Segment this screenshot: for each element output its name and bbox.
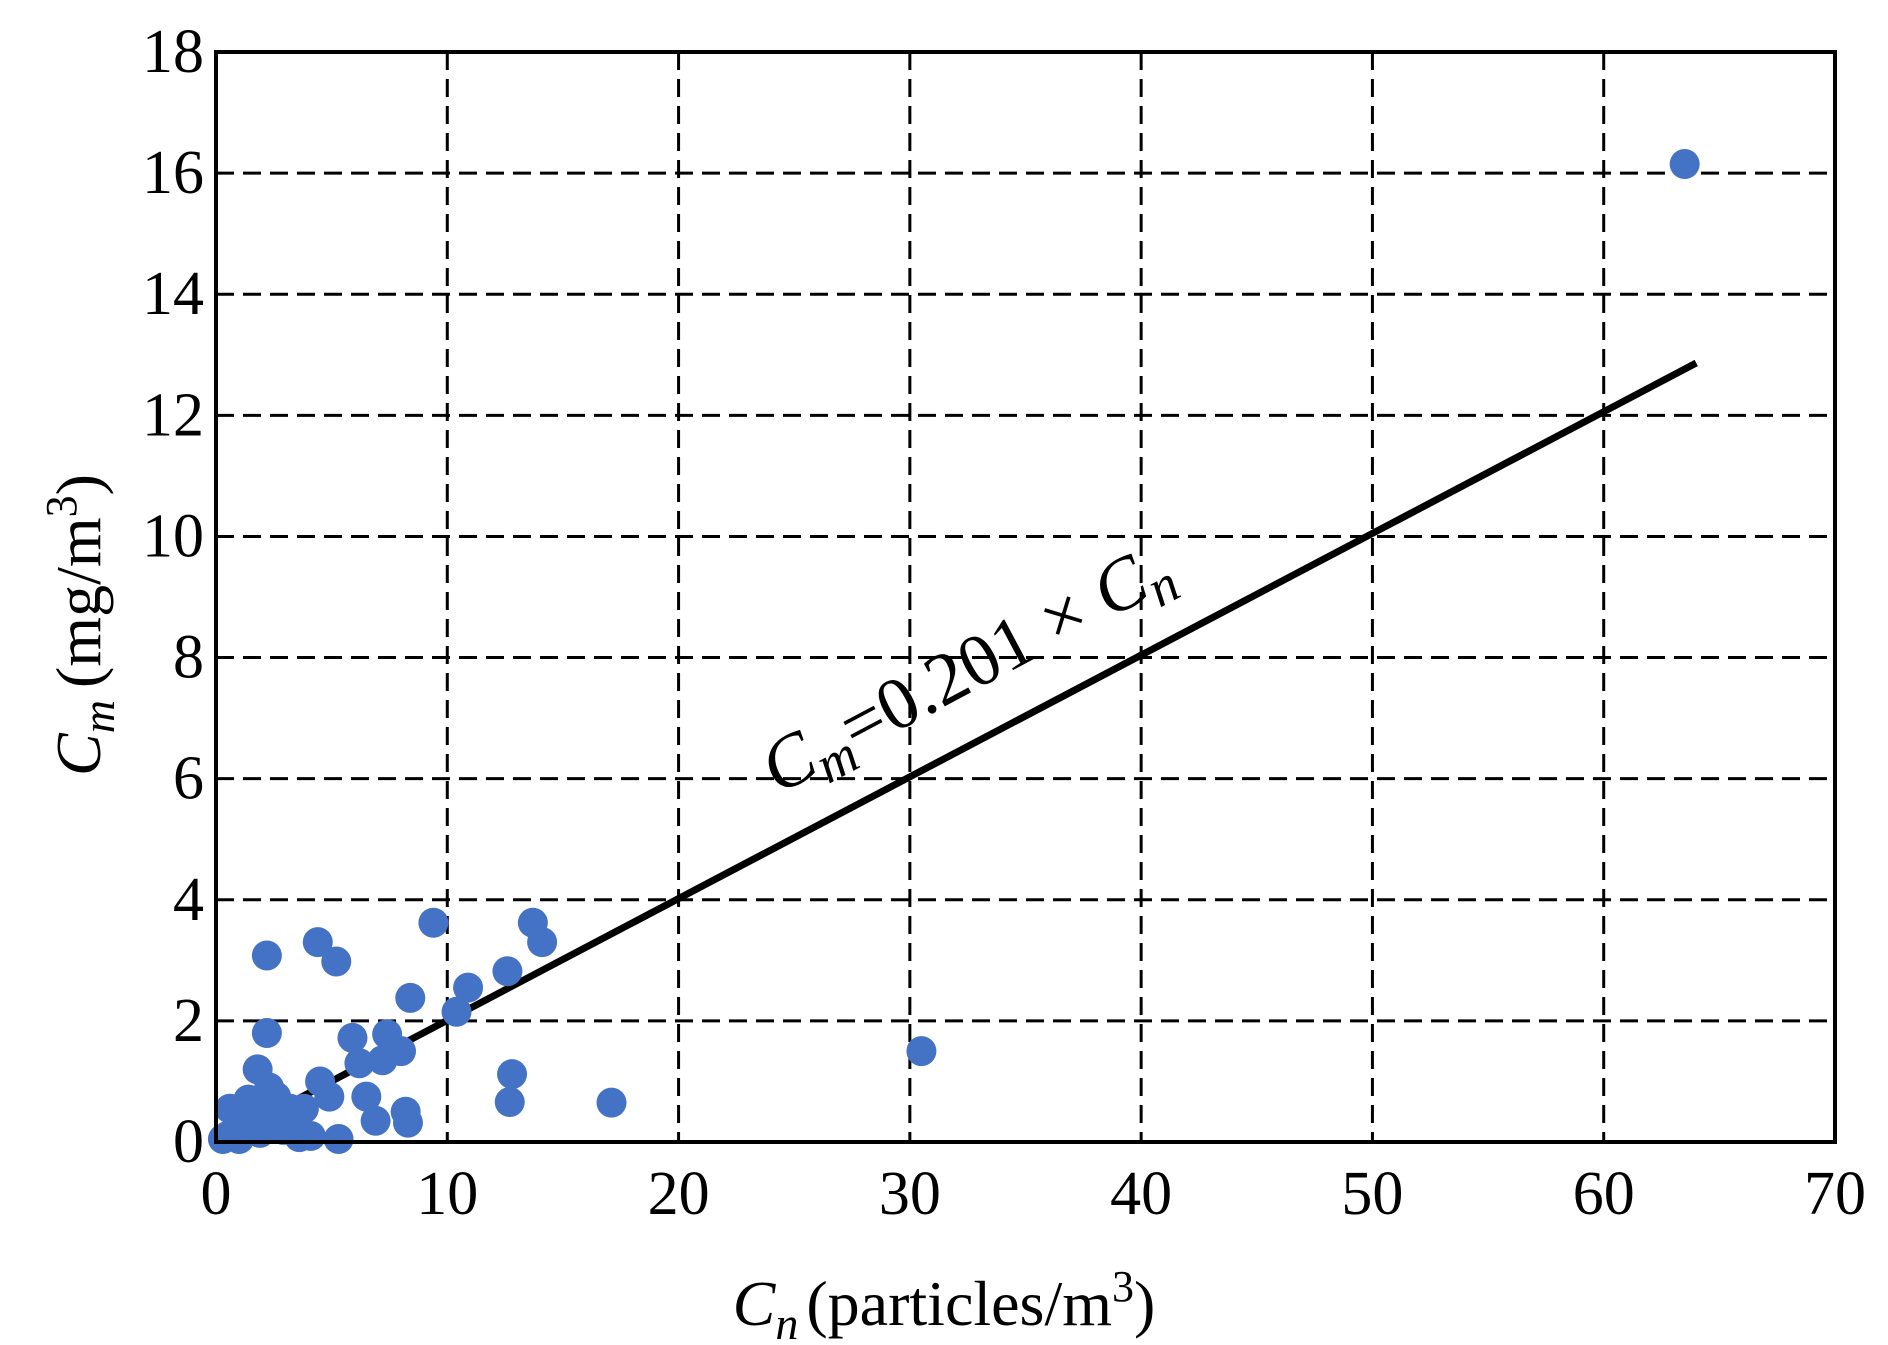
y-label-close: ) <box>43 474 114 495</box>
y-label-symbol: C <box>43 732 114 776</box>
fit-equation: Cm=0.201 × Cn <box>747 526 1189 818</box>
fit-line <box>218 359 1698 1143</box>
x-tick-label: 60 <box>1573 1160 1635 1228</box>
data-point <box>351 1081 382 1112</box>
y-tick-label: 8 <box>173 624 204 692</box>
x-tick-label: 10 <box>416 1160 478 1228</box>
data-point <box>418 907 449 938</box>
data-point <box>395 982 426 1013</box>
data-point <box>494 1087 525 1118</box>
x-tick-label: 0 <box>201 1160 232 1228</box>
data-point <box>337 1022 368 1053</box>
data-point <box>441 996 472 1027</box>
y-tick-label: 16 <box>142 139 204 207</box>
data-point <box>314 1081 345 1112</box>
data-point <box>492 956 523 987</box>
y-tick-label: 12 <box>142 381 204 449</box>
data-point <box>1669 149 1700 180</box>
y-tick-label: 0 <box>173 1108 204 1176</box>
x-tick-label: 20 <box>648 1160 710 1228</box>
x-tick-labels: 0 10 20 30 40 50 60 70 <box>201 1160 1867 1228</box>
data-point <box>284 1122 315 1153</box>
x-tick-label: 30 <box>879 1160 941 1228</box>
fit-rhs-text: =0.201 × <box>826 561 1118 768</box>
grid-lines <box>216 52 1835 1142</box>
x-label-sub: n <box>775 1298 798 1345</box>
data-point <box>251 940 282 971</box>
x-tick-label: 40 <box>1110 1160 1172 1228</box>
data-point <box>906 1036 937 1067</box>
data-point <box>596 1087 627 1118</box>
y-label-sup: 3 <box>37 495 86 517</box>
x-tick-label: 50 <box>1341 1160 1403 1228</box>
x-axis-label: Cn (particles/m3) <box>733 1262 1156 1345</box>
data-point <box>453 972 484 1003</box>
y-tick-label: 14 <box>142 260 204 328</box>
data-point <box>360 1105 391 1136</box>
data-point <box>497 1059 528 1090</box>
data-point <box>527 927 558 958</box>
data-point <box>251 1018 282 1048</box>
data-point <box>302 927 333 958</box>
data-point <box>392 1107 423 1138</box>
y-tick-label: 2 <box>173 987 204 1055</box>
data-point <box>367 1045 398 1076</box>
data-point <box>344 1048 375 1079</box>
data-point <box>321 946 352 977</box>
data-point <box>231 1105 262 1136</box>
y-tick-label: 10 <box>142 502 204 570</box>
data-point <box>372 1019 403 1050</box>
x-tick-label: 70 <box>1804 1160 1866 1228</box>
y-axis-label: Cm (mg/m3) <box>37 474 124 776</box>
y-tick-label: 4 <box>173 866 204 934</box>
y-label-sub: m <box>73 700 124 733</box>
x-label-text: (particles/m <box>806 1268 1112 1339</box>
data-point <box>323 1123 354 1154</box>
data-point <box>263 1099 294 1130</box>
x-label-sup: 3 <box>1112 1262 1134 1311</box>
y-label-text: (mg/m <box>43 517 114 688</box>
x-label-close: ) <box>1134 1268 1155 1339</box>
y-tick-label: 18 <box>142 18 204 86</box>
plot-frame <box>214 50 1837 1144</box>
x-label-symbol: C <box>733 1268 777 1339</box>
y-tick-label: 6 <box>173 745 204 813</box>
y-tick-labels: 0 2 4 6 8 10 12 14 16 18 <box>142 18 204 1176</box>
